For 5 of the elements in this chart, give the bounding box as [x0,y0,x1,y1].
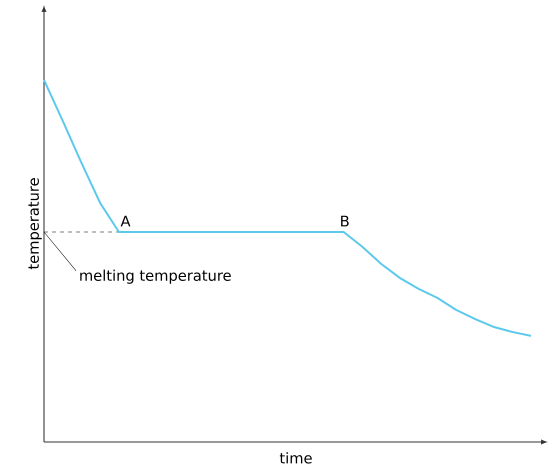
ref-line-label: melting temperature [80,270,231,284]
x-axis-title: time [280,452,312,464]
annotation: A [120,216,130,226]
annotation: B [341,216,349,226]
y-axis-title: temperature [28,178,42,270]
